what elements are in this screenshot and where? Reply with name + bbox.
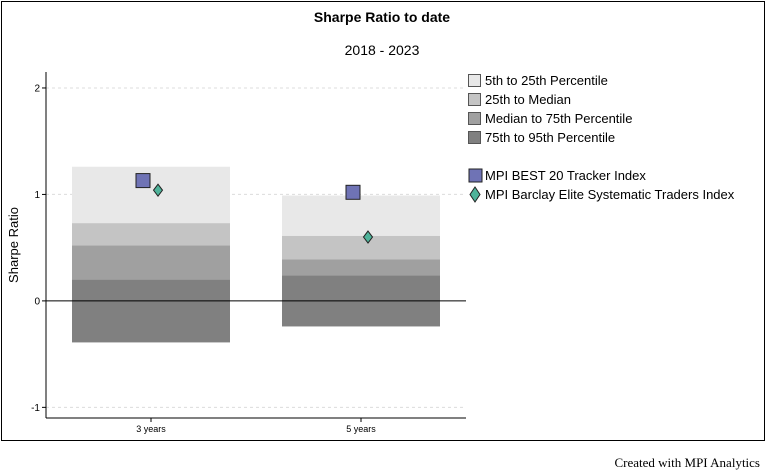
- percentile-band-bar: [72, 245, 230, 280]
- legend-swatch: [468, 131, 481, 144]
- x-tick-label: 5 years: [346, 424, 376, 434]
- percentile-band-bar: [282, 195, 440, 236]
- y-axis-label: Sharpe Ratio: [6, 207, 21, 283]
- y-tick-label: 0: [34, 296, 40, 307]
- series-point-square: [135, 173, 151, 189]
- percentile-band-bar: [72, 223, 230, 246]
- legend-item-series-2: MPI Barclay Elite Systematic Traders Ind…: [468, 186, 768, 204]
- legend-item-band-3: Median to 75th Percentile: [468, 110, 768, 128]
- legend-item-band-4: 75th to 95th Percentile: [468, 129, 768, 147]
- y-tick-label: 1: [34, 190, 40, 201]
- footer-credit: Created with MPI Analytics: [614, 455, 760, 470]
- percentile-band-bar: [72, 166, 230, 224]
- x-tick-label: 3 years: [136, 424, 166, 434]
- diamond-marker-icon: [469, 186, 481, 203]
- chart-title: Sharpe Ratio to date: [313, 9, 451, 25]
- legend-swatch: [468, 93, 481, 106]
- percentile-band-bar: [72, 279, 230, 343]
- legend-swatch: [468, 74, 481, 87]
- percentile-band-bar: [282, 259, 440, 276]
- legend-label: 75th to 95th Percentile: [485, 130, 616, 145]
- series-point-diamond: [362, 230, 374, 244]
- y-tick-label: -1: [31, 403, 40, 414]
- percentile-band-bar: [282, 235, 440, 260]
- legend-swatch: [468, 112, 481, 125]
- series-point-diamond: [152, 183, 164, 198]
- legend-label: Median to 75th Percentile: [485, 111, 633, 126]
- legend-label: MPI Barclay Elite Systematic Traders Ind…: [485, 187, 735, 202]
- legend-label: MPI BEST 20 Tracker Index: [485, 168, 646, 183]
- legend-item-band-2: 25th to Median: [468, 91, 768, 109]
- legend-label: 5th to 25th Percentile: [485, 73, 608, 88]
- legend-item-band-1: 5th to 25th Percentile: [468, 72, 768, 90]
- legend-label: 25th to Median: [485, 92, 572, 107]
- y-tick-label: 2: [34, 83, 40, 94]
- legend-item-series-1: MPI BEST 20 Tracker Index: [468, 167, 768, 185]
- series-point-square: [345, 184, 361, 200]
- square-marker-icon: [468, 168, 483, 183]
- chart-subtitle: 2018 - 2023: [344, 42, 420, 58]
